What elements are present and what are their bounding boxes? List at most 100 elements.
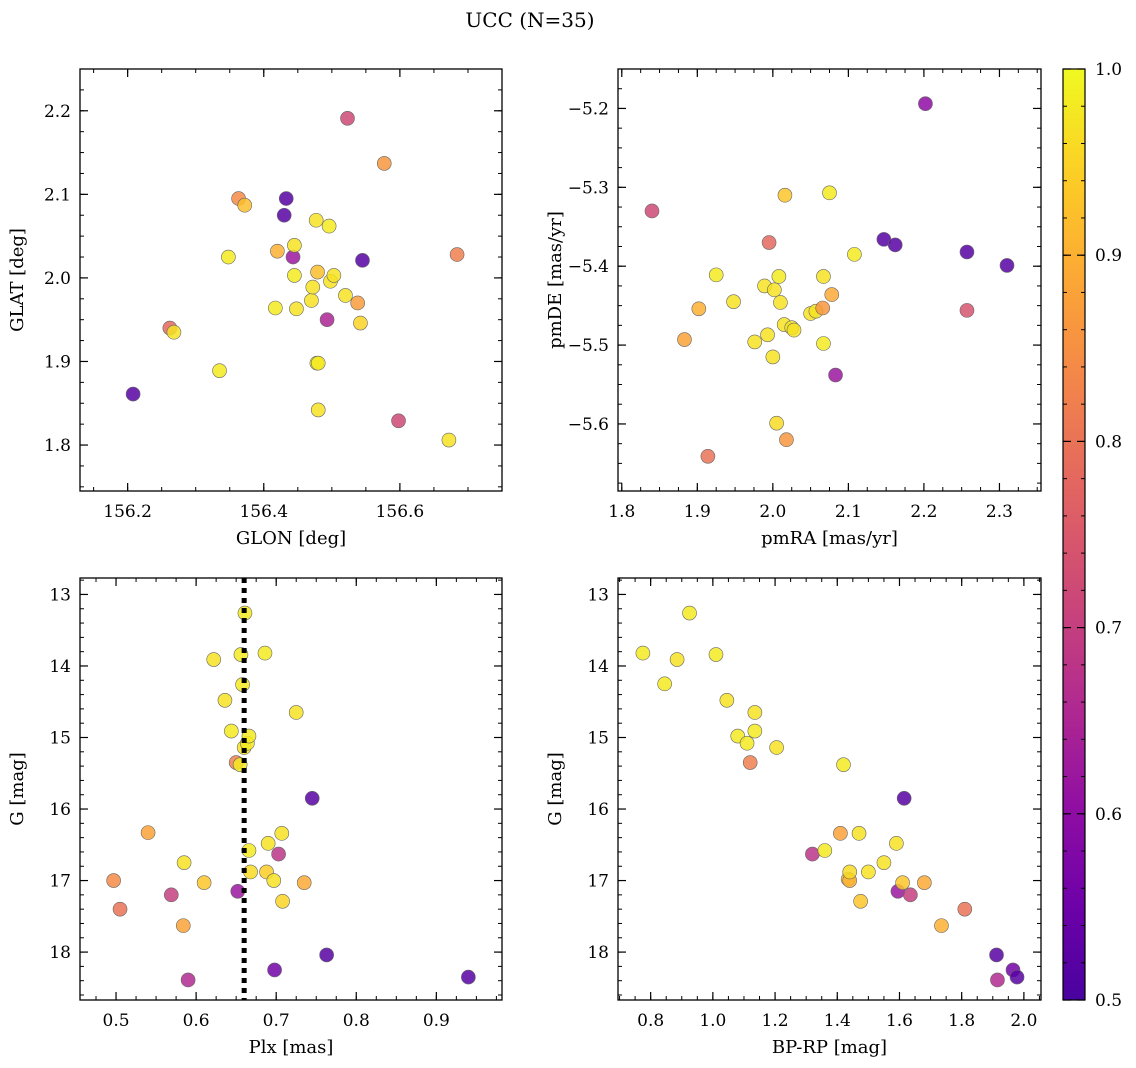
x-tick-label: 0.5: [103, 1011, 130, 1031]
scatter-point: [805, 846, 820, 862]
y-tick-label: −5.2: [568, 99, 609, 119]
scatter-point: [777, 187, 793, 203]
scatter-point: [175, 918, 191, 933]
scatter-point: [321, 218, 337, 234]
scatter-point: [851, 826, 867, 841]
scatter-point: [833, 826, 848, 841]
scatter-point: [896, 790, 912, 806]
scatter-point: [828, 367, 843, 383]
colorbar: 0.5 0.6 0.7 0.8 0.9 1.0: [1062, 60, 1122, 1011]
scatter-point: [441, 432, 457, 448]
y-tick-label: 13: [587, 585, 609, 605]
scatter-point: [822, 185, 837, 201]
scatter-point: [760, 327, 775, 343]
scatter-points: [644, 96, 1015, 464]
scatter-point: [125, 386, 141, 402]
scatter-point: [771, 269, 787, 284]
scatter-point: [275, 893, 290, 909]
scatter-point: [657, 676, 672, 692]
x-tick-label: 0.6: [183, 1011, 210, 1031]
scatter-point: [917, 875, 932, 890]
scatter-point: [310, 264, 325, 280]
x-axis-label: GLON [deg]: [236, 528, 346, 549]
scatter-point: [449, 247, 465, 262]
scatter-point: [816, 336, 831, 351]
scatter-point: [267, 962, 282, 978]
scatter-point: [816, 269, 831, 284]
colorbar-tick-label: 0.7: [1095, 619, 1122, 639]
scatter-point: [270, 243, 285, 259]
scatter-point: [847, 247, 862, 262]
scatter-point: [196, 875, 212, 890]
scatter-point: [773, 295, 788, 310]
scatter-points: [106, 605, 476, 988]
scatter-point: [635, 645, 651, 661]
y-tick-label: 18: [587, 943, 609, 963]
scatter-point: [224, 723, 239, 739]
x-tick-label: 0.9: [423, 1011, 450, 1031]
scatter-point: [779, 432, 794, 448]
scatter-point: [310, 355, 326, 371]
x-tick-label: 1.0: [699, 1011, 726, 1031]
scatter-point: [257, 645, 273, 661]
scatter-point: [287, 238, 302, 253]
y-tick-label: 2.0: [44, 269, 71, 289]
scatter-point: [287, 268, 302, 283]
plot-area: [617, 577, 1042, 1001]
x-axis-label: BP-RP [mag]: [772, 1037, 887, 1058]
x-axis-label: pmRA [mas/yr]: [761, 528, 898, 549]
scatter-point: [853, 893, 868, 909]
y-tick-label: 17: [587, 872, 609, 892]
scatter-point: [895, 875, 910, 890]
y-tick-label: 14: [49, 657, 71, 677]
scatter-point: [739, 735, 755, 751]
scatter-point: [266, 873, 282, 888]
scatter-point: [769, 740, 784, 755]
scatter-point: [769, 415, 784, 431]
y-tick-label: 2.2: [44, 102, 71, 122]
scatter-point: [726, 294, 741, 309]
colorbar-tick-label: 0.8: [1095, 432, 1122, 452]
y-tick-label: 18: [49, 943, 71, 963]
plot-area: [79, 577, 503, 1001]
x-axis-label: Plx [mas]: [249, 1037, 334, 1058]
colorbar-tick-label: 1.0: [1095, 60, 1122, 80]
scatter-point: [742, 755, 758, 770]
x-tick-label: 1.9: [684, 502, 711, 522]
scatter-point: [747, 705, 763, 720]
panel-pmra-pmde: 1.8 1.9 2.0 2.1 2.2 2.3 −5.6 −5.5 −5.4 −5.3 −5.2 pm…: [545, 68, 1042, 549]
scatter-point: [278, 191, 294, 206]
y-tick-label: 1.9: [44, 352, 71, 372]
y-tick-label: −5.5: [568, 336, 609, 356]
scatter-point: [719, 693, 735, 708]
y-tick-label: −5.6: [568, 415, 609, 435]
scatter-point: [990, 972, 1005, 988]
scatter-point: [391, 413, 406, 429]
scatter-point: [682, 605, 697, 621]
scatter-point: [824, 287, 840, 302]
scatter-point: [163, 887, 179, 903]
y-axis-label: pmDE [mas/yr]: [545, 211, 566, 349]
scatter-point: [350, 295, 366, 311]
scatter-point: [260, 836, 276, 851]
scatter-point: [836, 757, 851, 772]
scatter-point: [304, 790, 320, 806]
scatter-point: [999, 258, 1015, 273]
scatter-point: [959, 303, 975, 318]
panel-glon-glat: 156.2 156.4 156.6 1.8 1.9 2.0 2.1 2.2 GLON [deg]…: [7, 68, 503, 549]
scatter-point: [786, 322, 802, 338]
scatter-point: [934, 918, 949, 933]
colorbar-bar: [1062, 68, 1086, 1001]
scatter-point: [708, 647, 724, 662]
scatter-point: [959, 244, 975, 260]
scatter-point: [889, 836, 904, 851]
scatter-point: [276, 207, 292, 223]
scatter-point: [918, 96, 933, 112]
figure-title: UCC (N=35): [465, 8, 594, 32]
scatter-point: [708, 267, 724, 283]
x-tick-label: 1.8: [948, 1011, 975, 1031]
scatter-point: [319, 312, 335, 327]
x-tick-label: 1.8: [608, 502, 635, 522]
scatter-point: [353, 315, 368, 331]
